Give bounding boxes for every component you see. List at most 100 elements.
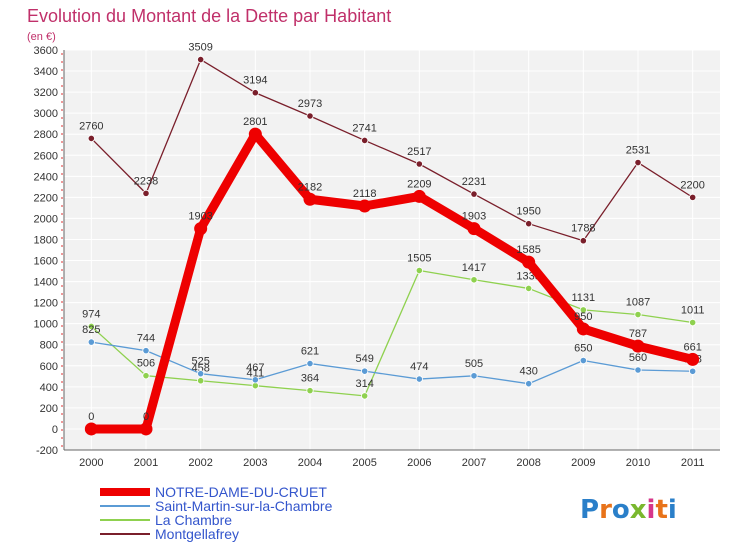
data-label: 2760 xyxy=(79,120,103,132)
data-point xyxy=(248,127,262,141)
x-tick-label: 2007 xyxy=(462,457,486,469)
series-line-3 xyxy=(86,129,698,434)
x-tick-label: 2002 xyxy=(188,457,212,469)
data-point xyxy=(303,192,317,206)
data-label: 621 xyxy=(301,346,319,358)
data-label: 2231 xyxy=(462,176,486,188)
data-label: 467 xyxy=(246,362,264,374)
legend-label: Montgellafrey xyxy=(155,526,239,542)
data-label: 560 xyxy=(629,352,647,364)
y-tick-label: 2200 xyxy=(34,192,58,204)
y-tick-label: 1400 xyxy=(34,277,58,289)
data-label: 1903 xyxy=(462,211,486,223)
data-point xyxy=(197,55,205,64)
plot-background xyxy=(64,50,720,450)
data-point xyxy=(576,322,590,336)
data-point xyxy=(415,266,423,275)
data-point xyxy=(467,222,481,236)
data-label: 314 xyxy=(355,378,373,390)
data-label: 787 xyxy=(629,328,647,340)
data-point xyxy=(142,189,150,197)
data-label: 549 xyxy=(355,353,373,365)
data-point xyxy=(689,318,697,327)
data-point xyxy=(470,276,478,284)
data-point xyxy=(634,310,642,319)
y-tick-label: 3200 xyxy=(34,87,58,99)
plot-area: -200020040060080010001200140016001800200… xyxy=(34,42,720,469)
x-tick-label: 2009 xyxy=(571,457,595,469)
data-label: 2182 xyxy=(298,181,322,193)
data-point xyxy=(470,190,478,198)
data-label: 430 xyxy=(519,366,537,378)
data-point xyxy=(525,220,533,228)
data-label: 2973 xyxy=(298,98,322,110)
x-tick-label: 2010 xyxy=(626,457,650,469)
data-point xyxy=(415,375,423,383)
x-tick-label: 2001 xyxy=(134,457,158,469)
data-point xyxy=(194,222,208,236)
data-label: 1585 xyxy=(516,244,540,256)
data-label: 950 xyxy=(574,311,592,323)
series-line-0 xyxy=(90,58,694,242)
y-tick-label: 800 xyxy=(40,340,58,352)
data-label: 506 xyxy=(137,358,155,370)
data-point xyxy=(686,352,700,366)
data-point xyxy=(306,359,314,368)
y-tick-label: 1200 xyxy=(34,298,58,310)
x-tick-label: 2006 xyxy=(407,457,431,469)
data-label: 2531 xyxy=(626,145,650,157)
series-line-2 xyxy=(90,341,694,385)
data-point xyxy=(470,372,478,380)
data-label: 2801 xyxy=(243,116,267,128)
data-label: 505 xyxy=(465,358,483,370)
chart-title: Evolution du Montant de la Dette par Hab… xyxy=(27,6,391,26)
chart-subtitle: (en €) xyxy=(27,31,56,43)
x-tick-label: 2003 xyxy=(243,457,267,469)
y-tick-label: 2400 xyxy=(34,171,58,183)
data-label: 825 xyxy=(82,324,100,336)
data-point xyxy=(634,366,642,374)
data-point xyxy=(197,370,205,378)
data-label: 2517 xyxy=(407,146,431,158)
data-label: 525 xyxy=(191,356,209,368)
data-label: 744 xyxy=(137,333,155,345)
data-point xyxy=(142,372,150,380)
data-label: 661 xyxy=(683,341,701,353)
y-tick-label: 3600 xyxy=(34,45,58,57)
data-label: 2238 xyxy=(134,175,158,187)
data-label: 974 xyxy=(82,308,100,320)
y-tick-label: 3000 xyxy=(34,108,58,120)
data-label: 3194 xyxy=(243,75,267,87)
y-tick-label: 3400 xyxy=(34,66,58,78)
y-tick-label: 1000 xyxy=(34,319,58,331)
data-point xyxy=(251,382,259,390)
x-tick-label: 2004 xyxy=(298,457,322,469)
data-point xyxy=(579,356,587,365)
y-tick-label: 1600 xyxy=(34,256,58,268)
data-label: 1903 xyxy=(188,211,212,223)
y-tick-label: 2800 xyxy=(34,129,58,141)
data-label: 411 xyxy=(247,368,265,380)
y-tick-label: 2000 xyxy=(34,213,58,225)
data-point xyxy=(525,380,533,388)
data-point xyxy=(306,112,314,120)
data-point xyxy=(579,306,587,314)
data-point xyxy=(689,367,697,375)
data-point xyxy=(87,322,95,331)
legend-label: NOTRE-DAME-DU-CRUET xyxy=(155,484,327,500)
data-label: 0 xyxy=(88,411,94,423)
data-point xyxy=(87,338,95,346)
data-point xyxy=(412,189,426,203)
data-point xyxy=(361,367,369,375)
data-label: 0 xyxy=(143,411,149,423)
data-label: 1131 xyxy=(572,292,596,304)
x-tick-label: 2005 xyxy=(352,457,376,469)
data-label: 474 xyxy=(410,361,428,373)
data-point xyxy=(631,339,645,353)
data-label: 650 xyxy=(574,343,592,355)
data-point xyxy=(142,347,150,355)
data-label: 2741 xyxy=(352,122,376,134)
data-point xyxy=(84,422,98,436)
